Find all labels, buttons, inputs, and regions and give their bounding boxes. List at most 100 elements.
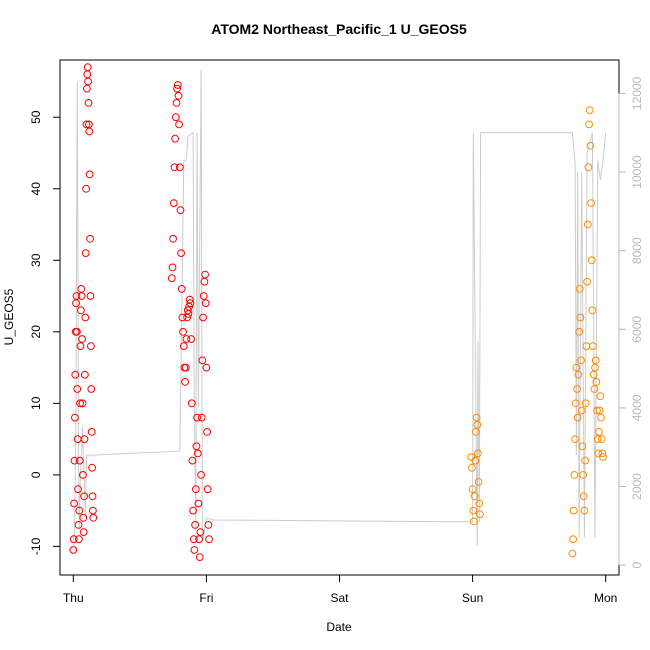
data-point <box>175 163 184 172</box>
data-point <box>73 385 82 393</box>
y-tick-label: -10 <box>29 537 43 555</box>
data-point <box>175 120 184 129</box>
data-point <box>578 442 587 451</box>
data-point <box>89 506 97 515</box>
data-point <box>179 342 188 351</box>
data-point <box>79 528 88 536</box>
data-point <box>595 428 603 436</box>
data-point <box>86 292 95 300</box>
data-point <box>75 535 83 544</box>
data-point <box>583 277 591 286</box>
data-point <box>189 506 198 515</box>
data-point <box>177 285 186 293</box>
data-point <box>568 549 577 558</box>
data-point <box>469 506 478 515</box>
data-point <box>192 442 201 451</box>
data-point <box>197 471 206 479</box>
data-point <box>89 513 98 522</box>
data-point <box>181 363 190 372</box>
x-tick-label: Fri <box>199 591 213 605</box>
data-point <box>76 342 85 351</box>
data-point <box>73 327 81 336</box>
data-point <box>169 234 178 243</box>
data-point <box>591 356 600 365</box>
data-point <box>85 127 94 136</box>
data-point <box>571 399 580 408</box>
data-point <box>577 406 586 415</box>
data-point <box>191 521 200 529</box>
axes: Thu Fri Sat Sun Mon -10 0 10 20 30 40 50 0 2000 4000 60… <box>29 76 644 605</box>
y2-tick-label: 8000 <box>630 237 644 264</box>
data-point <box>205 535 214 544</box>
data-point <box>470 492 479 501</box>
data-point <box>572 363 581 372</box>
data-point <box>475 499 484 508</box>
data-point <box>474 478 483 486</box>
data-point <box>476 510 484 519</box>
data-point <box>79 471 87 479</box>
data-point <box>201 299 210 308</box>
data-point <box>467 453 476 461</box>
series-points <box>467 106 607 558</box>
data-point <box>82 120 91 129</box>
data-point <box>569 506 578 515</box>
data-point <box>177 249 186 258</box>
y2-tick-label: 2000 <box>630 473 644 500</box>
x-tick-label: Mon <box>594 591 617 605</box>
data-point <box>585 106 594 114</box>
data-point <box>593 406 601 415</box>
data-point <box>69 546 78 554</box>
data-point <box>71 413 79 422</box>
data-point <box>583 220 592 229</box>
data-point <box>77 285 86 293</box>
data-point <box>88 463 96 472</box>
data-point <box>188 456 197 465</box>
data-point <box>77 292 86 300</box>
data-point <box>574 370 583 379</box>
data-point <box>193 413 202 422</box>
data-point <box>85 170 94 179</box>
data-point <box>587 256 596 265</box>
x-tick-label: Sun <box>462 591 483 605</box>
data-point <box>80 435 89 444</box>
y-tick-label: 20 <box>29 325 43 339</box>
data-point <box>179 327 188 336</box>
data-point <box>472 428 480 436</box>
data-point <box>187 335 196 343</box>
data-point <box>71 370 80 379</box>
data-point <box>575 327 583 336</box>
data-point <box>576 313 585 322</box>
data-point <box>167 274 176 283</box>
data-point <box>581 399 590 408</box>
data-point <box>573 385 581 393</box>
data-point <box>86 234 94 243</box>
data-point <box>171 134 180 143</box>
y-tick-label: 50 <box>29 110 43 124</box>
y2-tick-label: 4000 <box>630 394 644 421</box>
data-point <box>178 313 187 322</box>
data-point <box>581 456 589 465</box>
data-point <box>75 456 84 465</box>
data-point <box>202 363 211 372</box>
data-point <box>585 120 593 129</box>
data-point <box>589 342 597 351</box>
data-point <box>595 406 604 415</box>
data-point <box>173 81 182 89</box>
data-point <box>471 456 480 465</box>
data-point <box>176 206 185 215</box>
data-point <box>194 499 203 508</box>
data-point <box>174 91 183 100</box>
data-point <box>80 492 88 501</box>
data-point <box>181 378 190 386</box>
data-point <box>590 385 599 393</box>
data-point <box>597 435 606 444</box>
y-tick-label: 0 <box>29 471 43 478</box>
x-tick-label: Thu <box>63 591 84 605</box>
data-point <box>580 506 589 515</box>
data-point <box>573 413 582 422</box>
data-point <box>169 199 178 208</box>
data-point <box>87 342 95 351</box>
data-point <box>82 184 90 193</box>
plot-area <box>69 63 607 561</box>
